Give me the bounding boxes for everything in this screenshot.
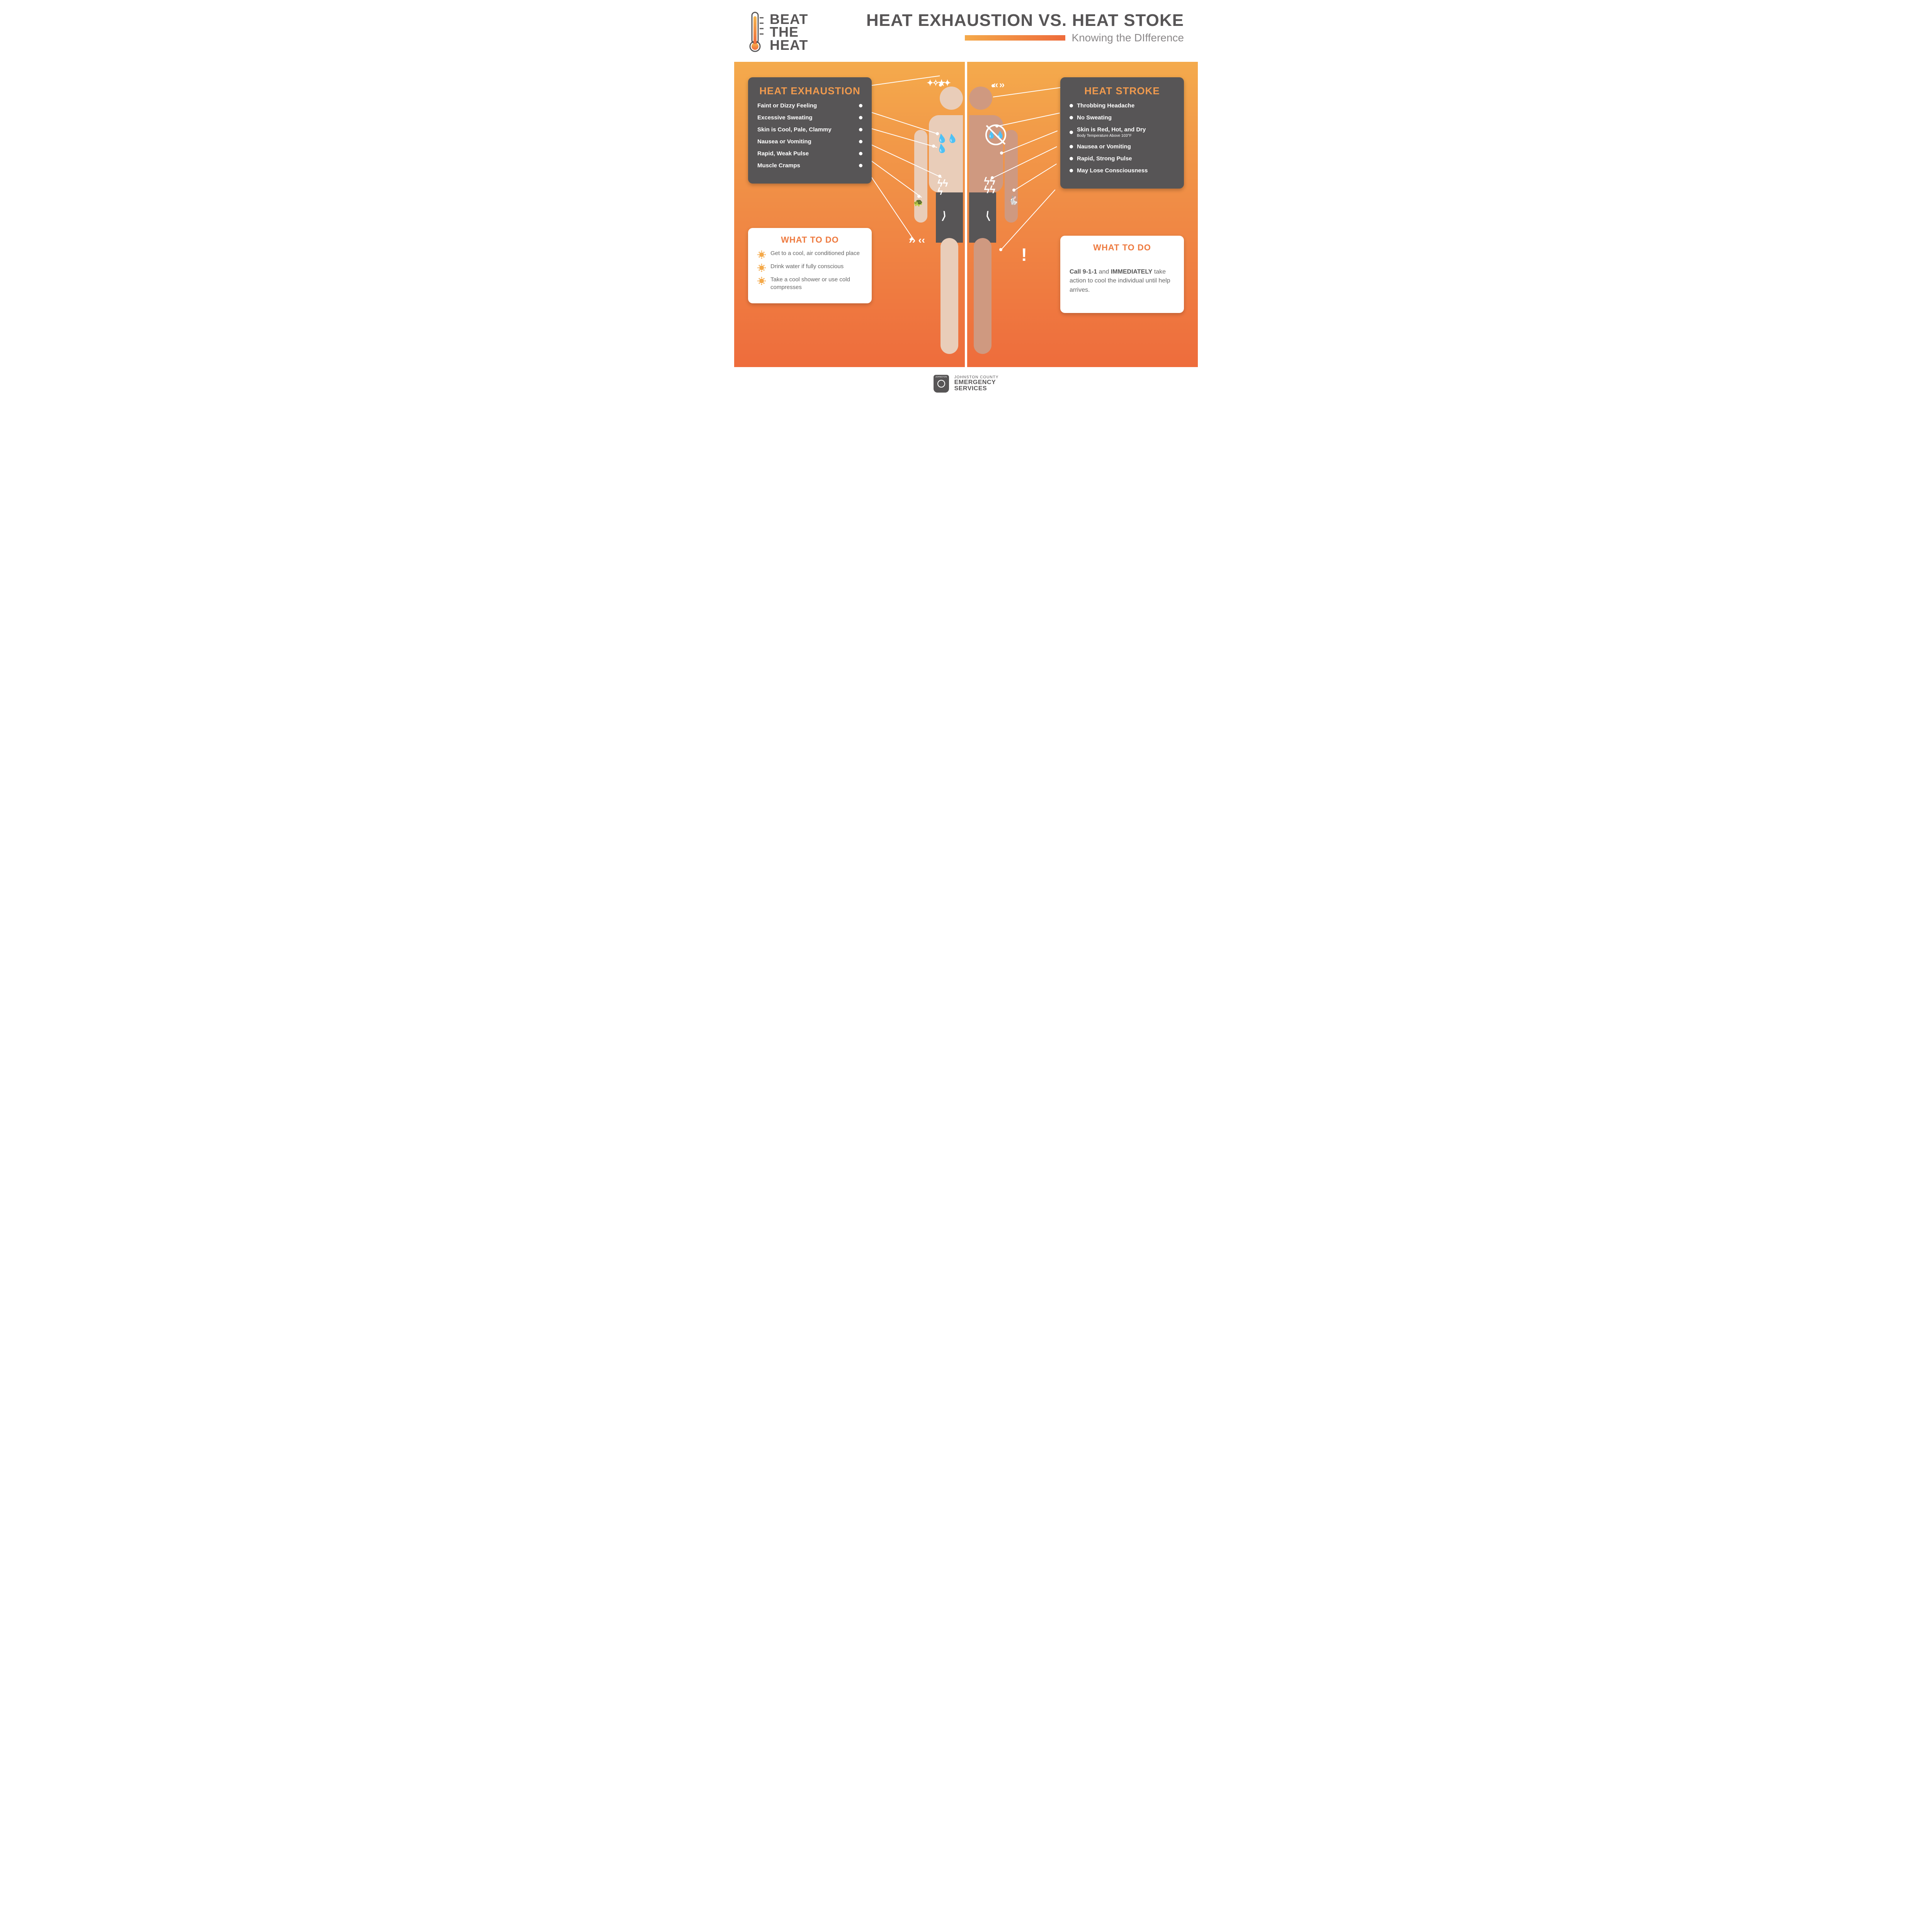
- tip-text: Drink water if fully conscious: [770, 263, 844, 270]
- what-to-do-exhaustion: WHAT TO DO Get to a cool, air conditione…: [748, 228, 872, 303]
- tip-row: Drink water if fully conscious: [757, 263, 862, 272]
- logo-line: HEAT: [770, 39, 808, 51]
- symptom-text: Excessive Sweating: [757, 114, 855, 121]
- leader-line: [1014, 163, 1057, 190]
- what-to-do-title: WHAT TO DO: [1070, 243, 1175, 253]
- gradient-bar: [965, 35, 1065, 41]
- symptom-text: Rapid, Strong Pulse: [1077, 155, 1175, 162]
- bullet-icon: [1070, 104, 1073, 107]
- exhaustion-title: HEAT EXHAUSTION: [757, 85, 862, 97]
- msg-bold: Call 9-1-1: [1070, 269, 1097, 275]
- main-panel: ✦✧★✦ ‹‹ ›› 💧💧💧 💧💧 ϟϟϟ ϟϟϟϟ 🐢 🐇 ›› ‹‹ ⟩ ⟨…: [734, 62, 1198, 367]
- bullet-icon: [859, 128, 862, 131]
- msg-bold: IMMEDIATELY: [1111, 269, 1153, 275]
- emergency-message: Call 9-1-1 and IMMEDIATELY take action t…: [1070, 267, 1175, 294]
- sweat-drops-icon: 💧💧💧: [937, 134, 958, 154]
- bullet-icon: [1070, 169, 1073, 172]
- symptom-text: Skin is Red, Hot, and DryBody Temperatur…: [1077, 126, 1175, 138]
- figure-left-exhaustion: [912, 72, 966, 358]
- symptom-main: Skin is Red, Hot, and Dry: [1077, 126, 1146, 133]
- symptom-text: Skin is Cool, Pale, Clammy: [757, 126, 855, 133]
- symptom-text: Rapid, Weak Pulse: [757, 150, 855, 157]
- infographic-root: BEAT THE HEAT HEAT EXHAUSTION VS. HEAT S…: [734, 0, 1198, 403]
- symptom-row: Throbbing Headache: [1070, 102, 1175, 109]
- main-title: HEAT EXHAUSTION VS. HEAT STOKE: [866, 11, 1184, 30]
- county-badge-icon: [934, 375, 949, 393]
- symptom-row: Skin is Cool, Pale, Clammy: [757, 126, 862, 133]
- symptom-text: Throbbing Headache: [1077, 102, 1175, 109]
- tip-text: Take a cool shower or use cold compresse…: [770, 276, 862, 291]
- nausea-right-icon: ϟϟϟϟ: [984, 177, 995, 194]
- bullet-icon: [859, 116, 862, 119]
- tip-row: Take a cool shower or use cold compresse…: [757, 276, 862, 291]
- symptom-row: Nausea or Vomiting: [1070, 143, 1175, 150]
- logo-text: BEAT THE HEAT: [770, 13, 808, 51]
- symptom-text: May Lose Consciousness: [1077, 167, 1175, 174]
- logo-line: THE: [770, 26, 808, 38]
- header: BEAT THE HEAT HEAT EXHAUSTION VS. HEAT S…: [734, 0, 1198, 62]
- bullet-icon: [859, 104, 862, 107]
- symptom-row: No Sweating: [1070, 114, 1175, 121]
- dizzy-stars-icon: ✦✧★✦: [927, 78, 949, 88]
- footer-text: JOHNSTON COUNTY EMERGENCY SERVICES: [954, 376, 999, 392]
- symptom-text: No Sweating: [1077, 114, 1175, 121]
- leader-dot: [992, 84, 995, 87]
- leader-dot: [939, 83, 942, 87]
- leader-line: [871, 177, 915, 242]
- bullet-icon: [859, 152, 862, 155]
- human-figure: ✦✧★✦ ‹‹ ›› 💧💧💧 💧💧 ϟϟϟ ϟϟϟϟ 🐢 🐇 ›› ‹‹ ⟩ ⟨…: [912, 72, 1020, 358]
- stroke-title: HEAT STROKE: [1070, 85, 1175, 97]
- symptom-sub: Body Temperature Above 103°F: [1077, 134, 1175, 138]
- symptom-row: Muscle Cramps: [757, 162, 862, 169]
- exhaustion-card: HEAT EXHAUSTION Faint or Dizzy Feeling E…: [748, 77, 872, 184]
- figure-right-stroke: [966, 72, 1020, 358]
- sun-icon: [757, 264, 766, 272]
- nausea-left-icon: ϟϟϟ: [937, 179, 948, 196]
- footer-line: SERVICES: [954, 386, 999, 392]
- symptom-row: Nausea or Vomiting: [757, 138, 862, 145]
- what-to-do-stroke: WHAT TO DO Call 9-1-1 and IMMEDIATELY ta…: [1060, 236, 1184, 313]
- symptom-row: Rapid, Strong Pulse: [1070, 155, 1175, 162]
- subtitle: Knowing the DIfference: [1071, 32, 1184, 44]
- symptom-row: Excessive Sweating: [757, 114, 862, 121]
- symptom-text: Muscle Cramps: [757, 162, 855, 169]
- bullet-icon: [859, 164, 862, 167]
- msg-text: and: [1097, 269, 1111, 275]
- symptom-row: May Lose Consciousness: [1070, 167, 1175, 174]
- stroke-card: HEAT STROKE Throbbing Headache No Sweati…: [1060, 77, 1184, 189]
- footer: JOHNSTON COUNTY EMERGENCY SERVICES: [734, 367, 1198, 403]
- symptom-row: Skin is Red, Hot, and DryBody Temperatur…: [1070, 126, 1175, 138]
- thermometer-icon: [748, 11, 765, 53]
- tip-text: Get to a cool, air conditioned place: [770, 250, 860, 257]
- bullet-icon: [1070, 157, 1073, 160]
- subtitle-row: Knowing the DIfference: [866, 32, 1184, 44]
- sun-icon: [757, 250, 766, 259]
- tip-row: Get to a cool, air conditioned place: [757, 250, 862, 259]
- what-to-do-title: WHAT TO DO: [757, 235, 862, 245]
- symptom-text: Nausea or Vomiting: [1077, 143, 1175, 150]
- footer-line: EMERGENCY: [954, 379, 999, 386]
- exclaim-icon: !: [1021, 244, 1027, 265]
- symptom-text: Faint or Dizzy Feeling: [757, 102, 855, 109]
- bullet-icon: [1070, 145, 1073, 148]
- bullet-icon: [1070, 131, 1073, 134]
- symptom-row: Faint or Dizzy Feeling: [757, 102, 862, 109]
- logo-block: BEAT THE HEAT: [748, 11, 808, 53]
- symptom-row: Rapid, Weak Pulse: [757, 150, 862, 157]
- sun-icon: [757, 277, 766, 285]
- turtle-icon: 🐢: [913, 198, 923, 207]
- rabbit-icon: 🐇: [1008, 196, 1019, 206]
- symptom-text: Nausea or Vomiting: [757, 138, 855, 145]
- bullet-icon: [859, 140, 862, 143]
- no-sweat-icon: 💧💧: [985, 124, 1006, 145]
- title-block: HEAT EXHAUSTION VS. HEAT STOKE Knowing t…: [866, 11, 1184, 44]
- bullet-icon: [1070, 116, 1073, 119]
